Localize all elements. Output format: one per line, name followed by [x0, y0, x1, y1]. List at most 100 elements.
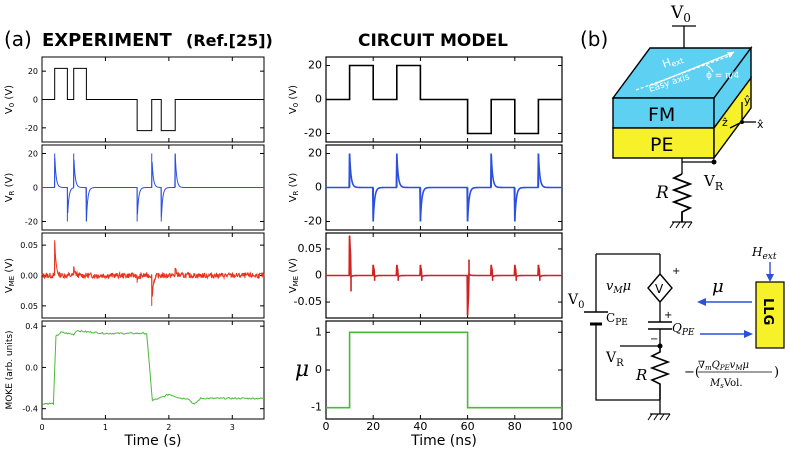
axis-x-label: x̂ — [757, 118, 764, 131]
y-tick-label: 20 — [308, 147, 322, 160]
y-tick-label: 0 — [315, 269, 322, 282]
circuit-ground-hatch — [653, 413, 659, 421]
pe-side-face — [713, 75, 752, 161]
y-tick-label: -20 — [25, 218, 38, 227]
y-tick-label: 20 — [28, 150, 38, 159]
y-tick-label: 0.0 — [25, 363, 38, 372]
x-tick-label: 1 — [103, 423, 108, 432]
circuit-bottom-wire — [595, 330, 660, 401]
fm-front-face — [612, 97, 715, 129]
fm-label: FM — [648, 104, 675, 126]
x-tick-label: 0 — [39, 423, 44, 432]
device-resistor — [671, 173, 693, 222]
pe-label: PE — [650, 134, 673, 156]
y-tick-label: 0.00 — [20, 272, 38, 281]
vm-mu-label: vMμ — [606, 279, 631, 296]
phi-label: ϕ = π/4 — [706, 71, 740, 81]
y-tick-label: 20 — [308, 59, 322, 72]
dependent-source-label: V — [655, 282, 664, 296]
circuit-title: CIRCUIT MODEL — [358, 31, 508, 51]
y-tick-label: 1 — [315, 325, 322, 338]
series-line — [326, 331, 562, 409]
plot-frame — [325, 320, 563, 420]
experiment-title: EXPERIMENT — [42, 30, 172, 51]
cpe-minus: − — [650, 334, 658, 345]
chart-exp-v0: 20 0 -20 V0 (V) — [4, 56, 265, 143]
y-tick-label: 0 — [315, 181, 322, 194]
device-ground-hatch — [687, 221, 693, 229]
circuit-vr-label: VR — [605, 350, 624, 369]
vr-node — [711, 159, 717, 165]
plot-frame — [41, 320, 265, 420]
y-axis-label: MOKE (arb. units) — [5, 330, 15, 409]
experiment-ref: (Ref.[25]) — [186, 31, 273, 50]
y-tick-label: -0.4 — [22, 405, 38, 414]
equivalent-circuit: V0 V + vMμ CPE + − QPE VR R LLG Hext — [567, 245, 785, 421]
circuit-hext-label: Hext — [751, 245, 777, 262]
x-tick-label: 0 — [323, 420, 330, 433]
y-tick-label: 0.4 — [25, 322, 38, 331]
y-tick-label: 0 — [315, 363, 322, 376]
device-ground-hatch — [675, 221, 681, 229]
llg-block — [755, 281, 785, 349]
series-line — [42, 67, 264, 132]
y-tick-label: 0 — [315, 93, 322, 106]
y-tick-label: -20 — [25, 124, 38, 133]
h-ext-arrowhead — [727, 52, 734, 58]
circuit-ground-hatch — [665, 413, 671, 421]
y-axis-label: VR (V) — [288, 173, 300, 203]
series-line — [41, 242, 265, 297]
circuit-ground-hatch — [647, 413, 653, 421]
y-tick-label: 0.05 — [20, 302, 38, 311]
device-ground-hatch — [681, 221, 687, 229]
y-axis-label: VME (V) — [4, 258, 16, 293]
x-tick-label: 60 — [461, 420, 475, 433]
x-tick-label: 80 — [508, 420, 522, 433]
axis-y-label: ŷ — [744, 94, 751, 107]
device-ground-hatch — [669, 221, 675, 229]
y-tick-label: 0.05 — [298, 242, 323, 255]
x-axis-label: Time (ns) — [410, 433, 477, 449]
circuit-resistor-label: R — [635, 366, 647, 384]
y-tick-label: -20 — [304, 215, 322, 228]
chart-circ-v0: 20 0 -20 V0 (V) — [288, 56, 563, 143]
series-line — [326, 235, 562, 316]
y-axis-label: VR (V) — [4, 173, 16, 203]
chart-circ-vme: 0.05 0 -0.05 VME (V) — [288, 232, 563, 319]
series-line — [326, 64, 562, 135]
x-tick-label: 40 — [413, 420, 427, 433]
y-axis-label: VME (V) — [288, 258, 300, 293]
source-plus: + — [672, 266, 680, 277]
y-tick-label: -1 — [311, 401, 322, 414]
y-axis-label: V0 (V) — [288, 85, 300, 114]
qpe-label: QPE — [672, 321, 695, 338]
hext-input-arrowhead — [766, 274, 774, 282]
panel-a-label: (a) — [4, 27, 32, 51]
device-v0-label: V0 — [670, 3, 691, 25]
y-tick-label: 0 — [33, 184, 38, 193]
formula-lead: −( — [684, 365, 700, 380]
series-line — [42, 153, 264, 222]
circuit-resistor — [649, 346, 671, 400]
y-tick-label: 0 — [33, 96, 38, 105]
y-tick-label: 0.05 — [20, 241, 38, 250]
panel-b-label: (b) — [580, 27, 608, 51]
axis-origin — [740, 120, 744, 124]
qpe-arrowhead — [744, 330, 753, 338]
llg-label: LLG — [760, 298, 775, 325]
y-tick-label: 20 — [28, 67, 38, 76]
x-axis-label: Time (s) — [124, 433, 182, 449]
y-axis-label: V0 (V) — [4, 85, 16, 114]
device-diagram: V0 FM PE Hext ϕ = π/4 Easy axis ŷ ẑ x̂ — [611, 3, 764, 229]
formula-close: ) — [774, 365, 779, 380]
circuit-mu-label: μ — [712, 276, 724, 297]
cpe-label: CPE — [606, 311, 628, 328]
x-tick-label: 2 — [166, 423, 171, 432]
phi-arc — [705, 64, 714, 73]
circuit-v0-label: V0 — [567, 292, 585, 311]
y-tick-label: -0.05 — [294, 295, 322, 308]
y-tick-label: -20 — [304, 127, 322, 140]
